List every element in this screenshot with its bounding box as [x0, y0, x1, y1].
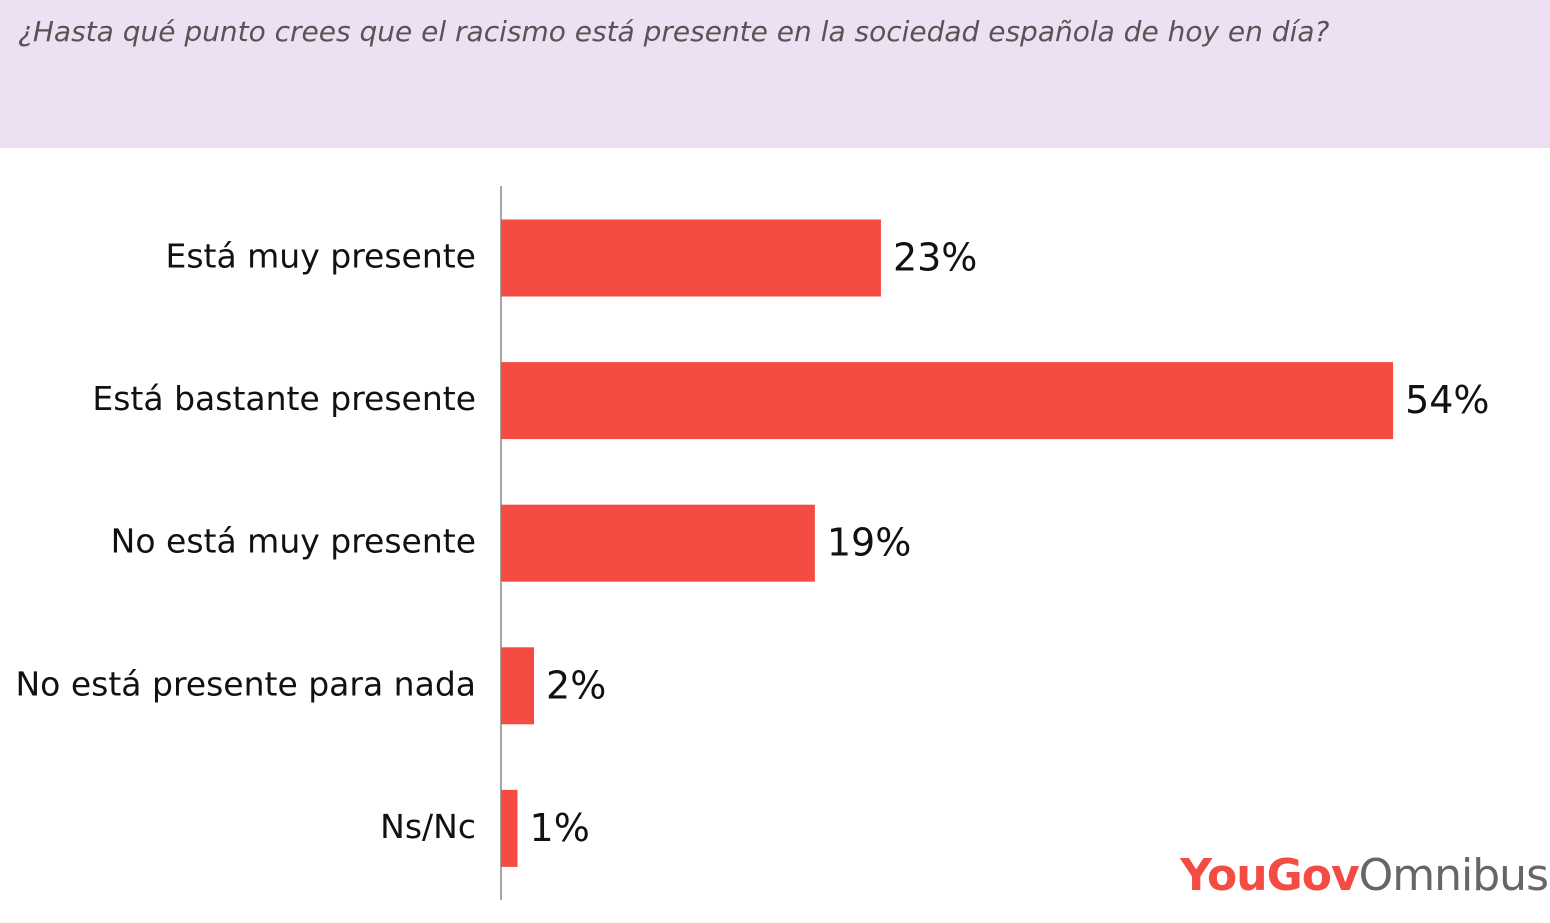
logo: YouGovOmnibus [1179, 850, 1548, 901]
category-label: No está presente para nada [15, 664, 476, 703]
category-label: Está muy presente [165, 237, 476, 276]
bar [501, 647, 535, 725]
category-label: Está bastante presente [92, 379, 476, 418]
logo-brand: YouGov [1179, 850, 1360, 901]
category-label: No está muy presente [111, 522, 476, 561]
chart-title: ¿Hasta qué punto crees que el racismo es… [18, 15, 1330, 48]
logo-product: Omnibus [1359, 850, 1548, 901]
header-band [0, 0, 1550, 148]
bar [501, 219, 881, 297]
value-label: 54% [1405, 378, 1489, 422]
bar [501, 362, 1394, 440]
value-label: 19% [827, 521, 911, 565]
value-label: 1% [530, 806, 590, 850]
value-label: 23% [893, 236, 977, 280]
category-label: Ns/Nc [380, 807, 476, 846]
bar [501, 504, 815, 582]
value-label: 2% [546, 663, 606, 707]
bar [501, 789, 518, 867]
